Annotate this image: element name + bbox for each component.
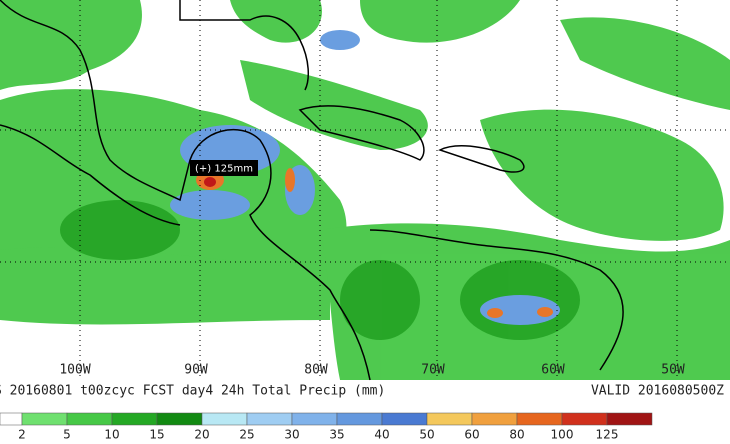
lon-label: 90W — [184, 363, 208, 378]
lon-label: 60W — [541, 363, 565, 378]
precip-max — [204, 177, 216, 187]
map: (+) 125mm — [0, 0, 730, 382]
colorbar-label: 50 — [419, 428, 434, 442]
colorbar-swatch — [606, 412, 653, 426]
colorbar-swatch — [426, 412, 473, 426]
caption: S 20160801 t00zcyc FCST day4 24h Total P… — [0, 384, 385, 399]
lon-label: 80W — [304, 363, 328, 378]
colorbar-label: 100 — [551, 428, 574, 442]
colorbar-swatch — [336, 412, 383, 426]
colorbar: 2 5 10 15 20 25 30 35 40 50 60 80 100 125 — [0, 412, 653, 442]
colorbar-swatch — [201, 412, 248, 426]
colorbar-swatch — [0, 412, 23, 426]
colorbar-swatch — [66, 412, 113, 426]
colorbar-label: 2 — [18, 428, 26, 442]
colorbar-swatch — [516, 412, 563, 426]
lon-label: 50W — [661, 363, 685, 378]
graticule — [0, 0, 730, 380]
colorbar-swatch — [111, 412, 158, 426]
colorbar-swatch — [291, 412, 338, 426]
colorbar-label: 30 — [284, 428, 299, 442]
colorbar-swatch — [471, 412, 518, 426]
annotation-box: (+) 125mm — [190, 160, 258, 176]
annotation: (+) 125mm — [195, 164, 253, 175]
colorbar-label: 10 — [104, 428, 119, 442]
colorbar-label: 125 — [596, 428, 619, 442]
valid-time: VALID 2016080500Z — [591, 384, 724, 399]
colorbar-label: 5 — [63, 428, 71, 442]
colorbar-swatch — [246, 412, 293, 426]
colorbar-swatch — [561, 412, 608, 426]
lon-label: 70W — [421, 363, 445, 378]
lon-labels: 100W 90W 80W 70W 60W 50W — [59, 363, 685, 378]
colorbar-swatch — [381, 412, 428, 426]
precip-green — [0, 0, 730, 380]
colorbar-label: 25 — [239, 428, 254, 442]
colorbar-label: 40 — [374, 428, 389, 442]
colorbar-label: 15 — [149, 428, 164, 442]
colorbar-label: 20 — [194, 428, 209, 442]
colorbar-swatch — [156, 412, 203, 426]
colorbar-label: 35 — [329, 428, 344, 442]
precip-blue — [170, 30, 560, 325]
colorbar-swatch — [21, 412, 68, 426]
lon-label: 100W — [59, 363, 90, 378]
colorbar-label: 80 — [509, 428, 524, 442]
colorbar-label: 60 — [464, 428, 479, 442]
